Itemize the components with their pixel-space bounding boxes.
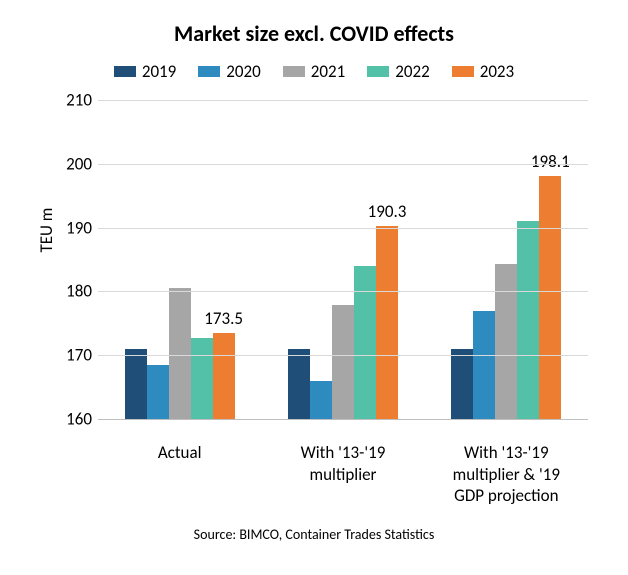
plot-region: 173.5190.3198.1 160170180190200210 — [98, 100, 588, 420]
legend: 2019 2020 2021 2022 2023 — [30, 61, 598, 82]
legend-swatch — [452, 66, 474, 77]
bar — [125, 349, 147, 419]
x-axis-label: With '13-'19 multiplier & '19 GDP projec… — [425, 436, 588, 506]
y-tick-label: 210 — [56, 90, 92, 111]
legend-swatch — [198, 66, 220, 77]
y-tick-label: 180 — [56, 281, 92, 302]
legend-label: 2023 — [480, 61, 514, 82]
bar-groups: 173.5 190.3 198.1 — [98, 100, 588, 419]
x-axis-label: Actual — [98, 436, 261, 506]
bar — [288, 349, 310, 419]
legend-label: 2021 — [311, 61, 345, 82]
x-axis-label: With '13-'19 multiplier — [261, 436, 424, 506]
bar — [473, 311, 495, 419]
bar-value-label: 190.3 — [368, 201, 407, 222]
bar — [354, 266, 376, 419]
legend-swatch — [367, 66, 389, 77]
legend-item: 2023 — [452, 61, 514, 82]
bar: 198.1 — [539, 176, 561, 419]
bar — [310, 381, 332, 419]
bar — [147, 365, 169, 419]
chart-area: TEU m 173.5190.3198.1 160170180190200210… — [98, 100, 588, 450]
chart-container: Market size excl. COVID effects 2019 2020… — [0, 0, 628, 575]
grid-line — [98, 100, 588, 101]
grid-line — [98, 355, 588, 356]
bar: 173.5 — [213, 333, 235, 419]
y-tick-label: 170 — [56, 345, 92, 366]
legend-label: 2020 — [226, 61, 260, 82]
bar-group: 173.5 — [98, 100, 261, 419]
source-note: Source: BIMCO, Container Trades Statisti… — [30, 526, 598, 543]
bar — [495, 264, 517, 419]
bar: 190.3 — [376, 226, 398, 419]
y-tick-label: 200 — [56, 153, 92, 174]
legend-label: 2019 — [142, 61, 176, 82]
legend-item: 2020 — [198, 61, 260, 82]
bar-value-label: 198.1 — [531, 151, 570, 172]
grid-line — [98, 228, 588, 229]
bar — [451, 349, 473, 419]
x-axis: ActualWith '13-'19 multiplierWith '13-'1… — [98, 436, 588, 506]
y-tick-label: 160 — [56, 409, 92, 430]
bar-group: 198.1 — [425, 100, 588, 419]
bar — [191, 338, 213, 419]
y-tick-label: 190 — [56, 217, 92, 238]
bar — [332, 305, 354, 419]
bar — [169, 288, 191, 419]
chart-title: Market size excl. COVID effects — [30, 20, 598, 47]
legend-swatch — [283, 66, 305, 77]
bar — [517, 221, 539, 419]
bar-value-label: 173.5 — [204, 308, 243, 329]
grid-line — [98, 291, 588, 292]
grid-line — [98, 164, 588, 165]
legend-item: 2022 — [367, 61, 429, 82]
bar-group: 190.3 — [261, 100, 424, 419]
legend-item: 2021 — [283, 61, 345, 82]
legend-label: 2022 — [395, 61, 429, 82]
legend-swatch — [114, 66, 136, 77]
legend-item: 2019 — [114, 61, 176, 82]
y-axis-label: TEU m — [36, 208, 57, 253]
